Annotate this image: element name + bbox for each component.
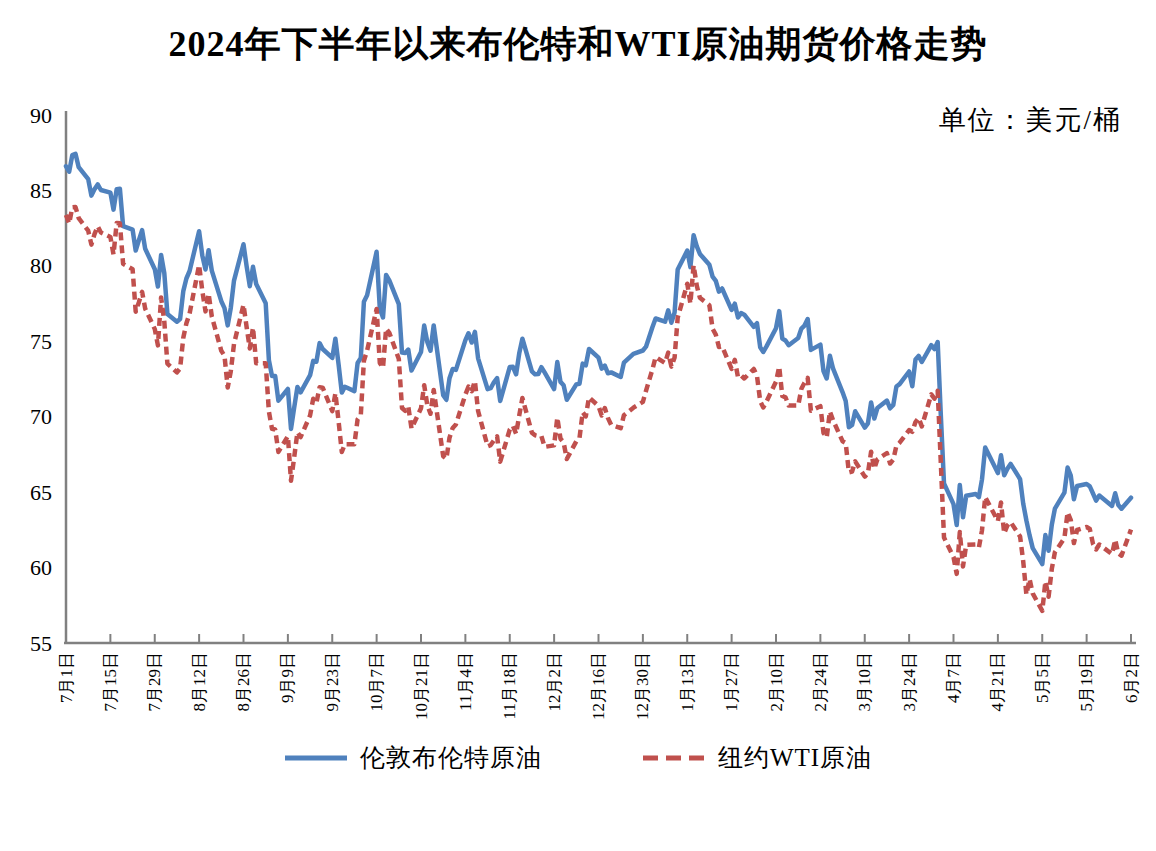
y-axis-tick-label: 85 [30, 178, 52, 203]
legend-item-wti: 纽约WTI原油 [642, 741, 872, 774]
x-axis-tick-label: 2月10日 [767, 652, 786, 712]
x-axis-tick-label: 7月15日 [101, 652, 120, 712]
x-axis-tick-label: 10月21日 [412, 652, 431, 720]
chart-container: 2024年下半年以来布伦特和WTI原油期货价格走势 单位：美元/桶 556065… [0, 0, 1156, 851]
wti-series-line [66, 207, 1131, 611]
y-axis-tick-label: 70 [30, 404, 52, 429]
x-axis-tick-label: 12月30日 [633, 652, 652, 720]
x-axis-tick-label: 7月29日 [145, 652, 164, 712]
y-axis-tick-label: 75 [30, 329, 52, 354]
x-axis-tick-label: 1月13日 [678, 652, 697, 712]
x-axis-tick-label: 10月7日 [367, 652, 386, 712]
y-axis-tick-label: 55 [30, 631, 52, 656]
x-axis-tick-label: 3月10日 [855, 652, 874, 712]
legend: 伦敦布伦特原油 纽约WTI原油 [0, 741, 1156, 774]
x-axis-tick-label: 3月24日 [900, 652, 919, 712]
x-axis-tick-label: 11月4日 [456, 652, 475, 711]
wti-legend-label: 纽约WTI原油 [718, 741, 872, 774]
x-axis-tick-label: 1月27日 [722, 652, 741, 712]
x-axis-tick-label: 4月7日 [944, 652, 963, 703]
x-axis-tick-label: 11月18日 [500, 652, 519, 719]
x-axis-tick-label: 9月9日 [278, 652, 297, 703]
x-axis-tick-label: 2月24日 [811, 652, 830, 712]
brent-legend-label: 伦敦布伦特原油 [360, 741, 542, 774]
legend-item-brent: 伦敦布伦特原油 [284, 741, 542, 774]
x-axis-tick-label: 5月19日 [1077, 652, 1096, 712]
x-axis-tick-label: 7月1日 [57, 652, 76, 703]
y-axis-tick-label: 60 [30, 555, 52, 580]
y-axis-tick-label: 65 [30, 480, 52, 505]
x-axis-tick-label: 6月2日 [1122, 652, 1141, 703]
x-axis-tick-label: 8月26日 [234, 652, 253, 712]
wti-legend-swatch-icon [642, 753, 706, 763]
x-axis-tick-label: 4月21日 [988, 652, 1007, 712]
brent-legend-swatch-icon [284, 753, 348, 763]
x-axis-tick-label: 5月5日 [1033, 652, 1052, 703]
y-axis-labels: 55 60 65 70 75 80 85 90 [30, 103, 52, 656]
y-axis-tick-label: 90 [30, 103, 52, 128]
x-axis-tick-label: 12月16日 [589, 652, 608, 720]
plot-area: 55 60 65 70 75 80 85 90 7月1日 7月15日 7月29日 8月12日 8月26… [0, 0, 1156, 851]
x-axis-tick-label: 12月2日 [545, 652, 564, 712]
x-axis-labels: 7月1日 7月15日 7月29日 8月12日 8月26日 9月9日 9月23日 10月7日 10… [57, 652, 1141, 720]
x-axis-tick-label: 9月23日 [323, 652, 342, 712]
y-axis-tick-label: 80 [30, 253, 52, 278]
x-axis-tick-label: 8月12日 [190, 652, 209, 712]
